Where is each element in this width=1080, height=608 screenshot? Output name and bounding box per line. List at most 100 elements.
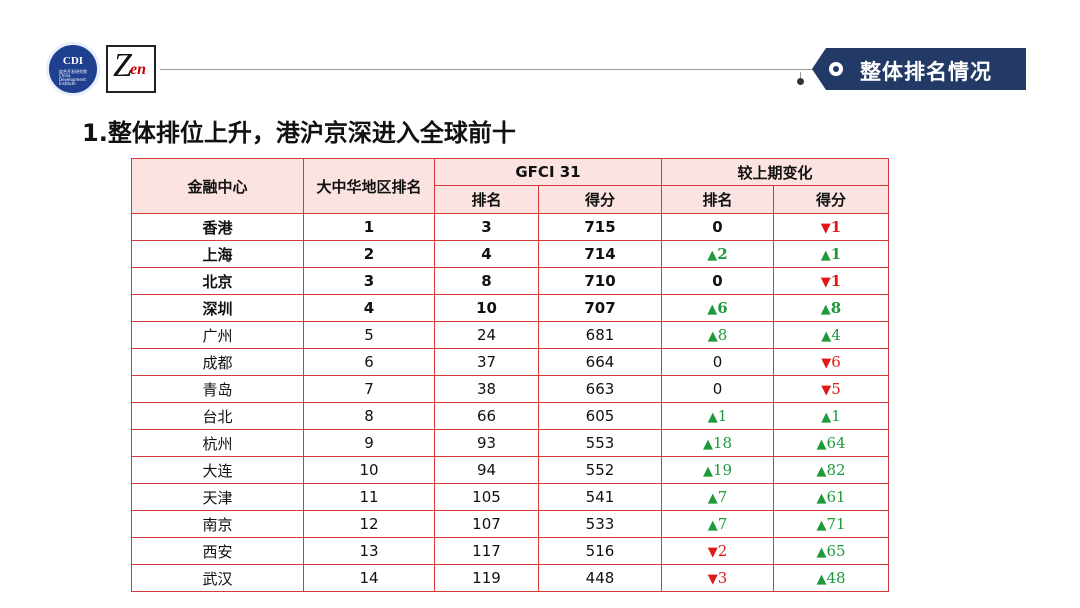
- cell-city: 香港: [131, 213, 304, 241]
- change-value: 1: [830, 218, 842, 236]
- cell-change-score: ▲8: [772, 294, 890, 322]
- cell-city: 深圳: [131, 294, 304, 322]
- up-triangle-icon: ▲: [707, 302, 718, 317]
- ranking-table-body: 香港 1 3 715 0 ▼1 上海 2 4 714 ▲2 ▲1 北京 3 8 710 0 ▼1 深圳 4 10 707 ▲…: [131, 213, 890, 592]
- header-gfci-group: GFCI 31: [434, 158, 662, 186]
- change-value: 61: [826, 488, 846, 506]
- up-triangle-icon: ▲: [707, 491, 718, 506]
- cell-region-rank: 12: [303, 510, 435, 538]
- cell-score: 715: [538, 213, 662, 241]
- change-value: 18: [712, 434, 733, 452]
- cell-rank: 93: [434, 429, 539, 457]
- cell-change-rank: ▼3: [661, 564, 774, 592]
- cell-score: 516: [538, 537, 662, 565]
- cell-city: 南京: [131, 510, 304, 538]
- cell-change-rank: ▲6: [661, 294, 774, 322]
- down-triangle-icon: ▼: [821, 383, 832, 398]
- cell-region-rank: 7: [303, 375, 435, 403]
- cell-region-rank: 6: [303, 348, 435, 376]
- cell-region-rank: 8: [303, 402, 435, 430]
- change-value: 2: [717, 542, 728, 560]
- cell-change-rank: ▼2: [661, 537, 774, 565]
- change-value: 6: [831, 353, 841, 371]
- up-triangle-icon: ▲: [816, 545, 827, 560]
- table-row: 武汉 14 119 448 ▼3 ▲48: [131, 564, 890, 592]
- cell-score: 681: [538, 321, 662, 349]
- cell-city: 天津: [131, 483, 304, 511]
- cell-change-rank: ▲1: [661, 402, 774, 430]
- cell-region-rank: 5: [303, 321, 435, 349]
- change-value: 0: [712, 380, 723, 398]
- cell-rank: 37: [434, 348, 539, 376]
- cell-rank: 66: [434, 402, 539, 430]
- cell-city: 青岛: [131, 375, 304, 403]
- down-triangle-icon: ▼: [707, 545, 718, 560]
- cell-rank: 38: [434, 375, 539, 403]
- cell-score: 664: [538, 348, 662, 376]
- down-triangle-icon: ▼: [821, 356, 832, 371]
- header-score: 得分: [538, 185, 662, 214]
- cell-change-score: ▲4: [772, 321, 890, 349]
- section-banner: 整体排名情况: [812, 48, 1026, 90]
- cell-rank: 94: [434, 456, 539, 484]
- cell-change-score: ▲65: [772, 537, 890, 565]
- table-row: 成都 6 37 664 0 ▼6: [131, 348, 890, 376]
- cdi-logo-subtext: 综合开发研究院 China Development Institute: [59, 69, 87, 86]
- banner-label: 整体排名情况: [860, 60, 992, 84]
- table-row: 南京 12 107 533 ▲7 ▲71: [131, 510, 890, 538]
- cell-change-score: ▲1: [772, 240, 890, 268]
- cell-change-score: ▼1: [772, 213, 890, 241]
- cell-score: 448: [538, 564, 662, 592]
- cell-rank: 119: [434, 564, 539, 592]
- up-triangle-icon: ▲: [816, 437, 827, 452]
- header-region-rank: 大中华地区排名: [303, 158, 435, 214]
- up-triangle-icon: ▲: [707, 410, 718, 425]
- cell-region-rank: 1: [303, 213, 435, 241]
- cell-city: 成都: [131, 348, 304, 376]
- zen-logo: Z en: [106, 45, 156, 93]
- change-value: 1: [717, 407, 728, 425]
- cell-change-rank: ▲18: [661, 429, 774, 457]
- cell-change-score: ▲61: [772, 483, 890, 511]
- cell-city: 台北: [131, 402, 304, 430]
- cell-change-score: ▼1: [772, 267, 890, 295]
- down-triangle-icon: ▼: [707, 572, 718, 587]
- header-change-group: 较上期变化: [660, 158, 890, 186]
- change-value: 8: [717, 326, 728, 344]
- cell-rank: 4: [434, 240, 539, 268]
- up-triangle-icon: ▲: [816, 518, 827, 533]
- up-triangle-icon: ▲: [816, 491, 827, 506]
- cell-region-rank: 3: [303, 267, 435, 295]
- header-center: 金融中心: [131, 158, 304, 214]
- change-value: 1: [830, 245, 842, 263]
- table-row: 广州 5 24 681 ▲ 8 ▲4: [131, 321, 890, 349]
- change-value: 65: [826, 542, 846, 560]
- up-triangle-icon: ▲: [816, 572, 827, 587]
- cell-change-rank: ▲7: [661, 483, 774, 511]
- change-value: 0: [712, 272, 723, 290]
- up-triangle-icon: ▲: [702, 464, 713, 479]
- change-value: 1: [831, 407, 841, 425]
- cell-rank: 24: [434, 321, 539, 349]
- cell-city: 广州: [131, 321, 304, 349]
- cell-score: 553: [538, 429, 662, 457]
- up-triangle-icon: ▲: [821, 329, 832, 344]
- change-value: 7: [717, 515, 728, 533]
- cell-change-rank: 0: [661, 267, 774, 295]
- cell-rank: 105: [434, 483, 539, 511]
- cell-change-rank: 0: [661, 348, 774, 376]
- up-triangle-icon: ▲: [820, 302, 831, 317]
- table-row: 天津 11 105 541 ▲7 ▲61: [131, 483, 890, 511]
- header-change-rank: 排名: [661, 185, 774, 214]
- cell-rank: 10: [434, 294, 539, 322]
- header-divider-connector: [800, 72, 823, 82]
- cell-change-rank: ▲2: [661, 240, 774, 268]
- down-triangle-icon: ▼: [820, 221, 831, 236]
- cell-score: 541: [538, 483, 662, 511]
- cell-city: 西安: [131, 537, 304, 565]
- cell-change-rank: ▲7: [661, 510, 774, 538]
- zen-logo-sub: en: [130, 61, 146, 78]
- table-row: 台北 8 66 605 ▲1 ▲1: [131, 402, 890, 430]
- cell-region-rank: 10: [303, 456, 435, 484]
- cell-score: 707: [538, 294, 662, 322]
